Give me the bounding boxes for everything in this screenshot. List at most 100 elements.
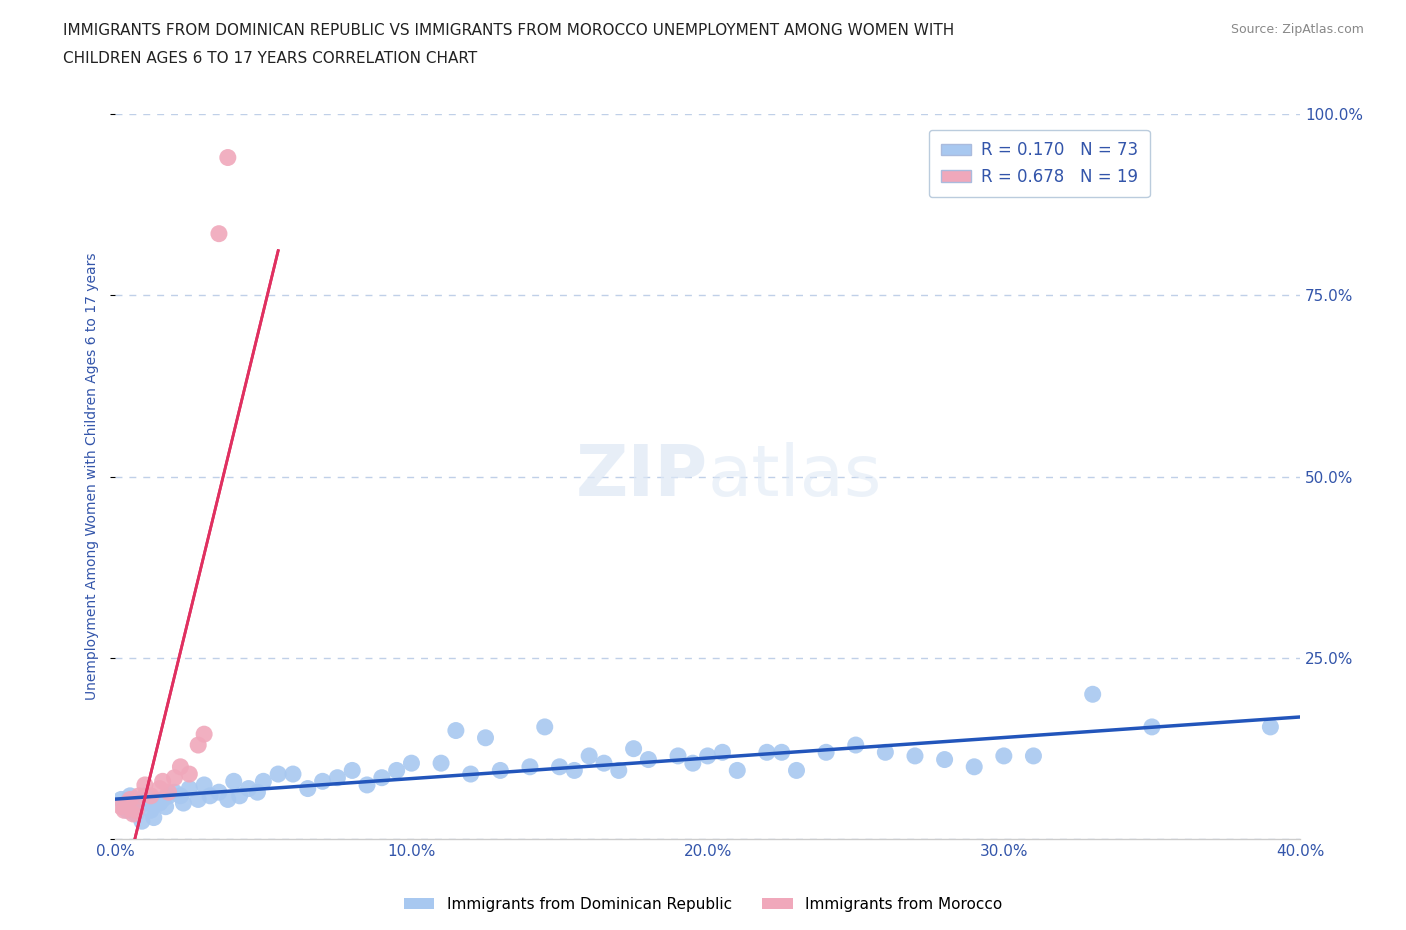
Point — [666, 749, 689, 764]
Point — [228, 789, 250, 804]
Point — [786, 763, 808, 777]
Point — [155, 799, 177, 814]
Point — [112, 799, 135, 814]
Point — [142, 810, 165, 825]
Point — [193, 777, 215, 792]
Point — [169, 789, 191, 804]
Point — [755, 745, 778, 760]
Point — [208, 226, 231, 241]
Text: ZIP: ZIP — [575, 442, 707, 512]
Point — [187, 737, 209, 752]
Point — [136, 796, 159, 811]
Point — [371, 770, 394, 785]
Point — [149, 781, 172, 796]
Point — [131, 814, 153, 829]
Point — [139, 803, 162, 817]
Point — [122, 806, 145, 821]
Point — [110, 799, 132, 814]
Point — [208, 785, 231, 800]
Point — [125, 803, 148, 817]
Point — [169, 760, 191, 775]
Text: CHILDREN AGES 6 TO 17 YEARS CORRELATION CHART: CHILDREN AGES 6 TO 17 YEARS CORRELATION … — [63, 51, 478, 66]
Point — [134, 777, 156, 792]
Point — [904, 749, 927, 764]
Point — [122, 796, 145, 811]
Point — [187, 792, 209, 807]
Point — [125, 806, 148, 821]
Point — [607, 763, 630, 777]
Point — [217, 792, 239, 807]
Point — [711, 745, 734, 760]
Point — [430, 756, 453, 771]
Point — [934, 752, 956, 767]
Point — [1260, 720, 1282, 735]
Point — [356, 777, 378, 792]
Point — [342, 763, 364, 777]
Point — [157, 789, 180, 804]
Point — [172, 796, 194, 811]
Y-axis label: Unemployment Among Women with Children Ages 6 to 17 years: Unemployment Among Women with Children A… — [86, 253, 100, 700]
Legend: Immigrants from Dominican Republic, Immigrants from Morocco: Immigrants from Dominican Republic, Immi… — [398, 891, 1008, 918]
Point — [179, 766, 201, 781]
Point — [993, 749, 1015, 764]
Text: atlas: atlas — [707, 442, 882, 512]
Point — [163, 770, 186, 785]
Point — [460, 766, 482, 781]
Point — [1022, 749, 1045, 764]
Point — [489, 763, 512, 777]
Point — [120, 789, 142, 804]
Point — [281, 766, 304, 781]
Point — [533, 720, 555, 735]
Point — [128, 789, 150, 804]
Point — [326, 770, 349, 785]
Point — [198, 789, 221, 804]
Point — [444, 724, 467, 738]
Point — [1081, 687, 1104, 702]
Point — [149, 796, 172, 811]
Point — [564, 763, 586, 777]
Point — [696, 749, 718, 764]
Point — [1140, 720, 1163, 735]
Point — [519, 760, 541, 775]
Point — [548, 760, 571, 775]
Text: Source: ZipAtlas.com: Source: ZipAtlas.com — [1230, 23, 1364, 36]
Point — [578, 749, 600, 764]
Point — [179, 781, 201, 796]
Point — [815, 745, 838, 760]
Point — [725, 763, 748, 777]
Point — [401, 756, 423, 771]
Point — [152, 792, 174, 807]
Point — [222, 774, 245, 789]
Point — [193, 726, 215, 741]
Point — [152, 774, 174, 789]
Point — [297, 781, 319, 796]
Point — [474, 730, 496, 745]
Point — [128, 799, 150, 814]
Point — [623, 741, 645, 756]
Point — [385, 763, 408, 777]
Point — [311, 774, 333, 789]
Point — [682, 756, 704, 771]
Point — [238, 781, 260, 796]
Point — [163, 785, 186, 800]
Point — [217, 150, 239, 165]
Point — [120, 792, 142, 807]
Legend: R = 0.170   N = 73, R = 0.678   N = 19: R = 0.170 N = 73, R = 0.678 N = 19 — [929, 129, 1150, 197]
Point — [963, 760, 986, 775]
Point — [875, 745, 897, 760]
Point — [770, 745, 793, 760]
Point — [115, 803, 138, 817]
Point — [637, 752, 659, 767]
Point — [246, 785, 269, 800]
Point — [252, 774, 274, 789]
Point — [110, 792, 132, 807]
Point — [267, 766, 290, 781]
Point — [112, 803, 135, 817]
Point — [134, 789, 156, 804]
Point — [157, 785, 180, 800]
Text: IMMIGRANTS FROM DOMINICAN REPUBLIC VS IMMIGRANTS FROM MOROCCO UNEMPLOYMENT AMONG: IMMIGRANTS FROM DOMINICAN REPUBLIC VS IM… — [63, 23, 955, 38]
Point — [845, 737, 868, 752]
Point — [593, 756, 616, 771]
Point — [115, 796, 138, 811]
Point — [139, 789, 162, 804]
